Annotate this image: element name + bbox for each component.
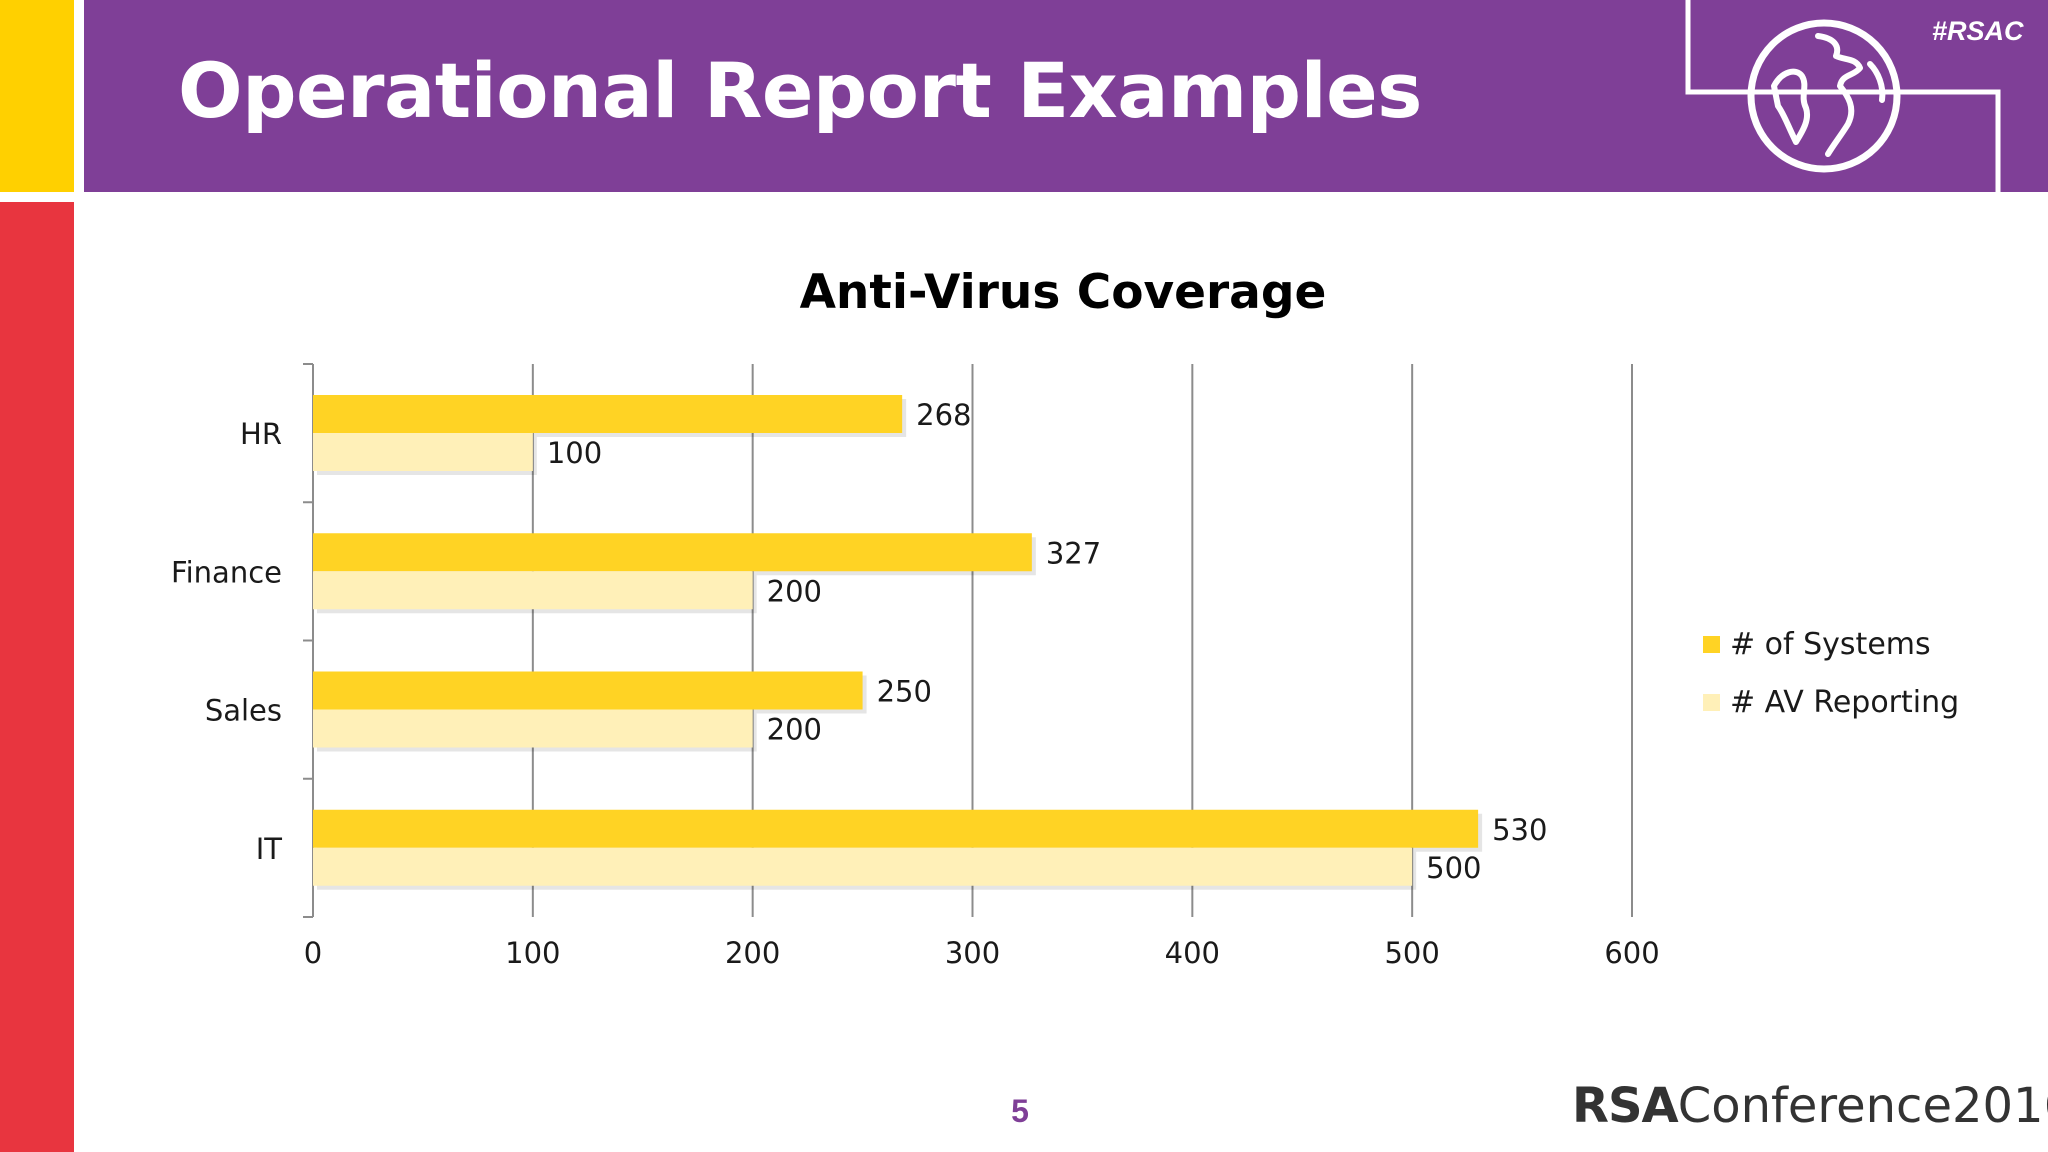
bar <box>313 571 753 610</box>
globe-icon <box>1747 19 1901 173</box>
data-label: 250 <box>877 675 932 709</box>
legend-swatch-av-reporting <box>1703 693 1720 711</box>
x-tick-label: 0 <box>304 936 322 970</box>
footer-brand: RSA <box>1572 1078 1679 1134</box>
bar <box>313 847 1413 886</box>
page-title: Operational Report Examples <box>178 46 1422 135</box>
data-label: 500 <box>1426 851 1481 885</box>
data-label: 530 <box>1492 813 1547 847</box>
category-label: HR <box>240 417 282 451</box>
footer-event: Conference2016 <box>1677 1078 2048 1134</box>
bar <box>313 809 1479 848</box>
x-tick-label: 200 <box>725 936 780 970</box>
hashtag-label: #RSAC <box>1932 16 2024 46</box>
x-tick-label: 500 <box>1384 936 1439 970</box>
bar <box>313 395 903 433</box>
footer-logo: RSAConference2016 <box>1572 1078 2048 1134</box>
bar <box>313 709 753 748</box>
chart-title: Anti-Virus Coverage <box>799 265 1327 320</box>
legend-swatch-systems <box>1703 635 1720 653</box>
legend-label-systems: # of Systems <box>1730 626 1931 662</box>
legend-label-av-reporting: # AV Reporting <box>1730 684 1960 720</box>
bar <box>313 671 863 710</box>
chart-legend: # of Systems # AV Reporting <box>1703 615 1959 731</box>
category-label: Finance <box>171 555 282 589</box>
page-number: 5 <box>1011 1093 1029 1129</box>
accent-bar-yellow <box>0 0 74 192</box>
bar <box>313 533 1032 572</box>
legend-item-systems: # of Systems <box>1703 615 1959 673</box>
x-tick-label: 600 <box>1604 936 1659 970</box>
category-label: IT <box>256 832 283 866</box>
header-band <box>84 0 2048 192</box>
x-tick-label: 300 <box>945 936 1000 970</box>
accent-bar-red <box>0 202 74 1152</box>
data-label: 100 <box>547 436 602 470</box>
data-label: 200 <box>767 713 822 747</box>
x-tick-label: 400 <box>1165 936 1220 970</box>
data-label: 268 <box>916 398 971 432</box>
category-label: Sales <box>205 694 282 728</box>
data-label: 200 <box>767 574 822 608</box>
bar <box>313 433 533 471</box>
legend-item-av-reporting: # AV Reporting <box>1703 673 1959 731</box>
data-label: 327 <box>1046 536 1101 570</box>
x-tick-label: 100 <box>505 936 560 970</box>
